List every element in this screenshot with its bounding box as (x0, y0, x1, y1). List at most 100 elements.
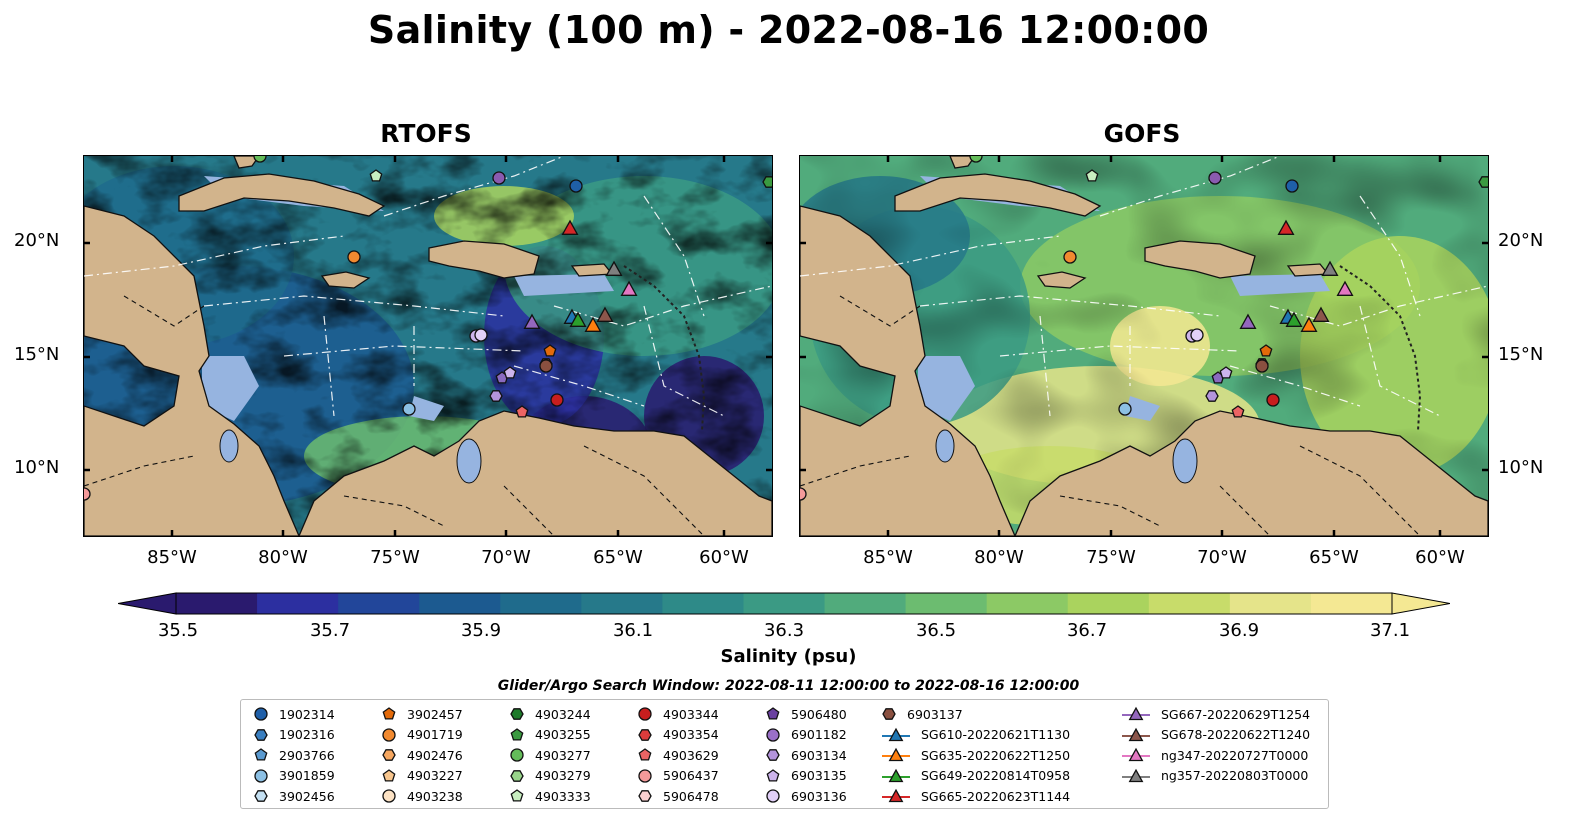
land-mass (800, 205, 1016, 536)
legend-hexagon-icon (766, 749, 780, 762)
map-canvas (800, 156, 1488, 536)
legend-item: 4903344 (637, 704, 719, 724)
colorbar-tick-36-3: 36.3 (763, 620, 805, 641)
lon-label-80w-left: 80°W (258, 547, 308, 568)
legend-hexagon-icon (382, 749, 396, 762)
legend-circle-icon (638, 769, 652, 783)
argo-6903135-marker (503, 366, 517, 379)
legend-label: 4903344 (663, 706, 719, 722)
legend-hexagon-icon (638, 790, 652, 803)
colorbar-segment (743, 593, 826, 614)
colorbar-segment (176, 593, 258, 614)
glider-sg635-marker (1300, 316, 1318, 332)
glider-sg665-marker (561, 219, 579, 235)
lat-label-20n-right: 20°N (1498, 230, 1544, 251)
land-mass (570, 263, 614, 277)
argo-6903137-marker-b (1255, 359, 1269, 373)
legend-circle-icon (254, 769, 268, 783)
legend-label: 6903134 (791, 747, 847, 763)
argo-4901719-marker (1063, 250, 1077, 264)
glider-ng347-marker (1336, 280, 1354, 296)
glider-ng347-marker (620, 280, 638, 296)
legend-hexagon-icon (638, 728, 652, 741)
colorbar-segment (1148, 593, 1231, 614)
legend-item: 4903333 (509, 786, 591, 806)
panel-title-rtofs: RTOFS (380, 119, 472, 148)
argo-6903136-marker-b (1190, 328, 1204, 342)
map-canvas (84, 156, 772, 536)
legend-label: SG678-20220622T1240 (1161, 727, 1311, 743)
legend-circle-icon (638, 707, 652, 721)
legend-marker-icon (1122, 706, 1150, 721)
legend-marker-icon (254, 707, 268, 721)
colorbar-tick-35-5: 35.5 (157, 620, 199, 641)
legend-item: 4903227 (381, 766, 463, 786)
legend-item: 6901182 (765, 725, 847, 745)
legend-item: 6903135 (765, 766, 847, 786)
legend-pentagon-icon (510, 789, 524, 802)
legend-circle-icon (254, 707, 268, 721)
salinity-colorbar (118, 592, 1450, 615)
colorbar-segment (986, 593, 1069, 614)
lon-label-65w-right: 65°W (1309, 547, 1359, 568)
lon-label-75w-left: 75°W (370, 547, 420, 568)
lon-label-70w-right: 70°W (1197, 547, 1247, 568)
legend-item: 4902476 (381, 745, 463, 765)
legend-marker-icon (510, 708, 524, 720)
legend-item: SG635-20220622T1250 (881, 745, 1070, 765)
legend-label: 4903244 (535, 706, 591, 722)
glider-sg678-marker (1312, 306, 1330, 322)
legend-marker-icon (882, 708, 896, 720)
legend-label: 4901719 (407, 727, 463, 743)
legend-marker-icon (882, 789, 910, 803)
legend-item: SG610-20220621T1130 (881, 725, 1070, 745)
gofs-salinity-map (799, 155, 1489, 537)
legend-pentagon-icon (510, 727, 524, 741)
legend-label: 5906480 (791, 706, 847, 722)
legend-label: 4903354 (663, 727, 719, 743)
colorbar-tick-37-1: 37.1 (1369, 620, 1411, 641)
colorbar-label: Salinity (psu) (720, 646, 857, 667)
legend-label: SG665-20220623T1144 (921, 788, 1071, 804)
legend-circle-icon (766, 789, 780, 804)
legend-item: 3902457 (381, 704, 463, 724)
argo-6903136-marker-b (474, 328, 488, 342)
colorbar-segment (824, 593, 907, 614)
legend-hexagon-icon (254, 728, 268, 741)
legend-marker-icon (766, 727, 780, 742)
lon-label-85w-left: 85°W (147, 547, 197, 568)
argo-4903277-marker (969, 156, 983, 163)
colorbar-segment (662, 593, 744, 614)
glider-sg678-marker (596, 306, 614, 322)
land-mass (1144, 240, 1256, 279)
colorbar-tick-36-5: 36.5 (915, 620, 957, 641)
legend-label: 3902457 (407, 706, 463, 722)
legend-triangle-icon (888, 727, 904, 741)
legend-marker-icon (510, 727, 524, 741)
legend-marker-icon (882, 747, 910, 762)
legend-item: 5906437 (637, 766, 719, 786)
colorbar-extend-low (118, 592, 177, 615)
legend-label: 4903238 (407, 788, 463, 804)
argo-4903277-marker (253, 156, 267, 163)
colorbar-segment (1310, 593, 1393, 614)
argo-3901859-marker (402, 402, 416, 416)
legend-item: 1902316 (253, 725, 335, 745)
legend-label: SG610-20220621T1130 (921, 727, 1071, 743)
legend-marker-icon (382, 768, 396, 782)
argo-3902457-marker (543, 344, 557, 357)
argo-6903135-marker (1219, 366, 1233, 379)
legend-label: 6901182 (791, 727, 847, 743)
legend-label: 4903277 (535, 747, 591, 763)
legend-triangle-icon (888, 768, 904, 782)
argo-4903255-marker (762, 176, 772, 188)
figure-title: Salinity (100 m) - 2022-08-16 12:00:00 (367, 8, 1210, 52)
glider-ng357-marker (605, 260, 623, 276)
glider-ng357-marker (1321, 260, 1339, 276)
legend-hexagon-icon (510, 708, 524, 720)
colorbar-segment (1067, 593, 1150, 614)
legend-item: 4903354 (637, 725, 719, 745)
legend-marker-icon (510, 748, 524, 762)
legend-marker-icon (254, 790, 268, 803)
land-mass (949, 156, 976, 169)
